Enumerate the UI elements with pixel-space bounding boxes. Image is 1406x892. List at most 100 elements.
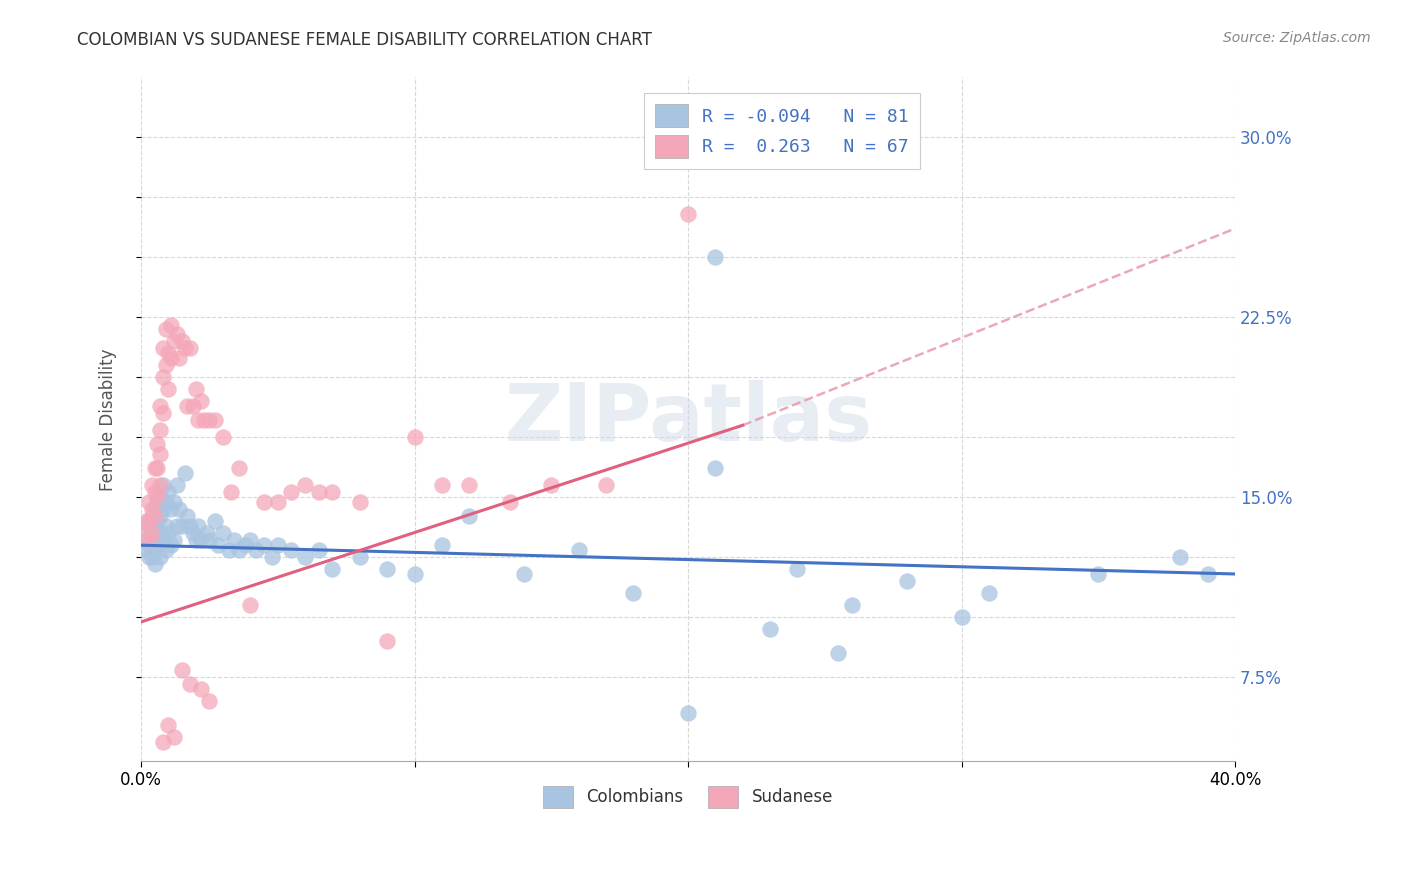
- Point: [170, 334, 193, 349]
- Point: [163, 495, 186, 509]
- Point: [138, 550, 160, 565]
- Point: [166, 327, 188, 342]
- Point: [173, 342, 195, 356]
- Point: [155, 495, 177, 509]
- Point: [173, 467, 195, 481]
- Point: [160, 502, 183, 516]
- Point: [207, 538, 229, 552]
- Point: [621, 586, 644, 600]
- Point: [149, 550, 172, 565]
- Point: [204, 413, 226, 427]
- Point: [138, 519, 160, 533]
- Point: [155, 359, 177, 373]
- Point: [218, 543, 240, 558]
- Point: [184, 533, 207, 548]
- Point: [430, 478, 453, 492]
- Point: [166, 519, 188, 533]
- Point: [253, 538, 276, 552]
- Point: [308, 543, 330, 558]
- Point: [143, 485, 166, 500]
- Point: [195, 526, 218, 541]
- Point: [404, 430, 426, 444]
- Point: [157, 346, 180, 360]
- Point: [676, 706, 699, 720]
- Point: [155, 543, 177, 558]
- Point: [540, 478, 562, 492]
- Point: [375, 562, 398, 576]
- Point: [152, 533, 174, 548]
- Point: [193, 413, 215, 427]
- Point: [267, 495, 290, 509]
- Point: [141, 509, 163, 524]
- Legend: Colombians, Sudanese: Colombians, Sudanese: [536, 780, 839, 814]
- Point: [135, 533, 157, 548]
- Point: [190, 682, 212, 697]
- Point: [404, 566, 426, 581]
- Point: [222, 533, 245, 548]
- Point: [143, 538, 166, 552]
- Point: [704, 461, 727, 475]
- Point: [149, 526, 172, 541]
- Point: [141, 526, 163, 541]
- Point: [950, 610, 973, 624]
- Point: [170, 519, 193, 533]
- Point: [595, 478, 617, 492]
- Point: [143, 519, 166, 533]
- Point: [141, 478, 163, 492]
- Point: [267, 538, 290, 552]
- Point: [1197, 566, 1219, 581]
- Point: [198, 413, 221, 427]
- Point: [149, 423, 172, 437]
- Point: [160, 318, 183, 332]
- Point: [228, 543, 250, 558]
- Point: [149, 490, 172, 504]
- Text: Source: ZipAtlas.com: Source: ZipAtlas.com: [1223, 31, 1371, 45]
- Point: [160, 351, 183, 365]
- Point: [187, 519, 209, 533]
- Point: [135, 543, 157, 558]
- Point: [157, 526, 180, 541]
- Point: [676, 207, 699, 221]
- Point: [152, 342, 174, 356]
- Point: [458, 478, 481, 492]
- Point: [157, 485, 180, 500]
- Point: [135, 526, 157, 541]
- Point: [157, 718, 180, 732]
- Point: [786, 562, 808, 576]
- Point: [204, 514, 226, 528]
- Point: [349, 550, 371, 565]
- Point: [759, 622, 782, 636]
- Point: [568, 543, 591, 558]
- Point: [308, 485, 330, 500]
- Point: [198, 533, 221, 548]
- Point: [166, 478, 188, 492]
- Point: [513, 566, 536, 581]
- Point: [245, 543, 267, 558]
- Text: ZIPatlas: ZIPatlas: [503, 380, 872, 458]
- Point: [239, 533, 262, 548]
- Point: [146, 437, 169, 451]
- Point: [146, 461, 169, 475]
- Point: [704, 251, 727, 265]
- Point: [190, 394, 212, 409]
- Point: [135, 514, 157, 528]
- Point: [262, 550, 284, 565]
- Point: [253, 495, 276, 509]
- Point: [152, 370, 174, 384]
- Point: [212, 526, 235, 541]
- Point: [827, 646, 849, 660]
- Point: [294, 478, 316, 492]
- Point: [149, 509, 172, 524]
- Point: [152, 502, 174, 516]
- Point: [143, 502, 166, 516]
- Point: [280, 543, 302, 558]
- Point: [181, 526, 204, 541]
- Point: [896, 574, 918, 589]
- Point: [152, 406, 174, 420]
- Point: [239, 598, 262, 612]
- Point: [170, 663, 193, 677]
- Point: [138, 533, 160, 548]
- Point: [841, 598, 863, 612]
- Point: [184, 382, 207, 396]
- Y-axis label: Female Disability: Female Disability: [100, 348, 117, 491]
